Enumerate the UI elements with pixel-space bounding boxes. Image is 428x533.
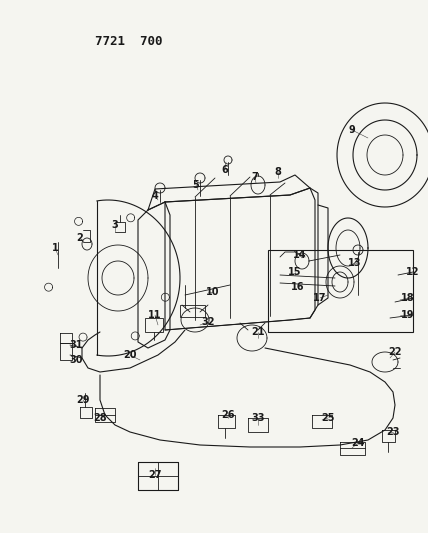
Text: 21: 21 [251,327,265,337]
Text: 7: 7 [252,172,259,182]
Text: 29: 29 [76,395,90,405]
Text: 24: 24 [351,438,365,448]
Text: 4: 4 [152,191,158,201]
Text: 1: 1 [52,243,58,253]
Text: 9: 9 [349,125,355,135]
Text: 23: 23 [386,427,400,437]
Text: 12: 12 [406,267,420,277]
Text: 18: 18 [401,293,415,303]
Text: 2: 2 [77,233,83,243]
Text: 33: 33 [251,413,265,423]
Text: 6: 6 [222,165,229,175]
Text: 13: 13 [348,258,362,268]
Bar [268,250,413,332]
Text: 19: 19 [401,310,415,320]
Bar [145,318,163,332]
Text: 26: 26 [221,410,235,420]
Text: 8: 8 [275,167,282,177]
Text: 17: 17 [313,293,327,303]
Text: 3: 3 [112,220,119,230]
Text: 30: 30 [69,355,83,365]
Text: 22: 22 [388,347,402,357]
Text: 15: 15 [288,267,302,277]
Text: 14: 14 [293,250,307,260]
Text: 16: 16 [291,282,305,292]
Text: 5: 5 [193,180,199,190]
Text: 32: 32 [201,317,215,327]
Text: 27: 27 [148,470,162,480]
Text: 25: 25 [321,413,335,423]
Text: 7721  700: 7721 700 [95,35,163,48]
Text: 31: 31 [69,340,83,350]
Bar [180,305,205,317]
Text: 10: 10 [206,287,220,297]
Text: 20: 20 [123,350,137,360]
Text: 11: 11 [148,310,162,320]
Text: 28: 28 [93,413,107,423]
